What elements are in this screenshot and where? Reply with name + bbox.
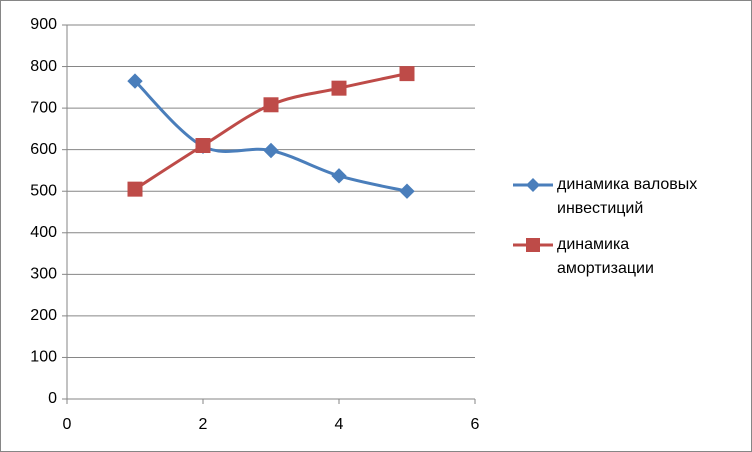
y-tick-label: 300: [30, 266, 57, 283]
point: [399, 66, 415, 82]
point: [195, 138, 211, 154]
point: [331, 168, 347, 184]
point: [526, 238, 540, 252]
y-tick-label: 900: [30, 16, 57, 33]
x-tick-label: 0: [63, 416, 72, 433]
legend-label: динамика амортизации: [557, 236, 654, 277]
x-tick-label: 6: [471, 416, 480, 433]
series-line: [134, 72, 408, 191]
legend-swatch: [513, 178, 553, 192]
y-tick-label: 100: [30, 349, 57, 366]
y-tick-label: 500: [30, 182, 57, 199]
point: [331, 80, 347, 96]
y-tick-label: 600: [30, 141, 57, 158]
y-tick-label: 800: [30, 58, 57, 75]
legend: динамика валовых инвестиций динамика амор…: [511, 173, 711, 293]
legend-label: динамика валовых инвестиций: [557, 176, 698, 217]
point: [399, 183, 415, 199]
y-tick-label: 700: [30, 99, 57, 116]
y-tick-label: 400: [30, 224, 57, 241]
x-tick-label: 2: [199, 416, 208, 433]
legend-item: динамика валовых инвестиций: [511, 173, 711, 221]
y-tick-label: 0: [48, 390, 57, 407]
point: [526, 178, 540, 192]
legend-item: динамика амортизации: [511, 233, 711, 281]
point: [263, 142, 279, 159]
point: [127, 181, 143, 197]
legend-swatch: [513, 238, 553, 252]
x-tick-label: 4: [335, 416, 344, 433]
point: [263, 97, 279, 113]
y-tick-label: 200: [30, 307, 57, 324]
point: [127, 73, 143, 89]
